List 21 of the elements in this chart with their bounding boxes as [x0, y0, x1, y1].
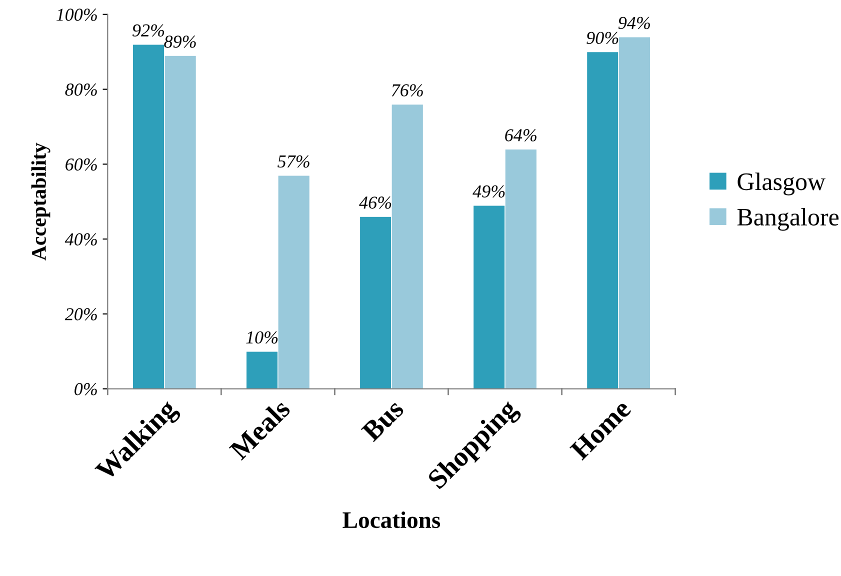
- y-tick-label: 60%: [66, 158, 97, 171]
- data-label: 64%: [505, 129, 536, 142]
- data-label: 90%: [586, 32, 618, 44]
- y-tick-label: 20%: [64, 308, 97, 320]
- y-tick-label: 40%: [64, 233, 97, 246]
- legend-label: Glasgow: [738, 172, 826, 196]
- y-tick-label: 0%: [74, 383, 97, 396]
- y-tick-label: 80%: [65, 84, 97, 96]
- data-label: 76%: [392, 84, 423, 96]
- data-label: 94%: [618, 16, 650, 30]
- legend-label: Bangalore: [737, 208, 839, 231]
- y-axis-title: Acceptability: [31, 142, 50, 260]
- data-label: 46%: [359, 196, 392, 209]
- x-tick-label: Bus: [360, 398, 405, 442]
- data-label: 49%: [472, 185, 505, 198]
- y-tick-label: 100%: [56, 8, 97, 21]
- x-axis-title: Locations: [342, 511, 440, 528]
- data-label: 89%: [164, 36, 196, 48]
- data-label: 57%: [278, 155, 310, 168]
- data-label: 92%: [132, 24, 164, 37]
- data-label: 10%: [246, 331, 278, 344]
